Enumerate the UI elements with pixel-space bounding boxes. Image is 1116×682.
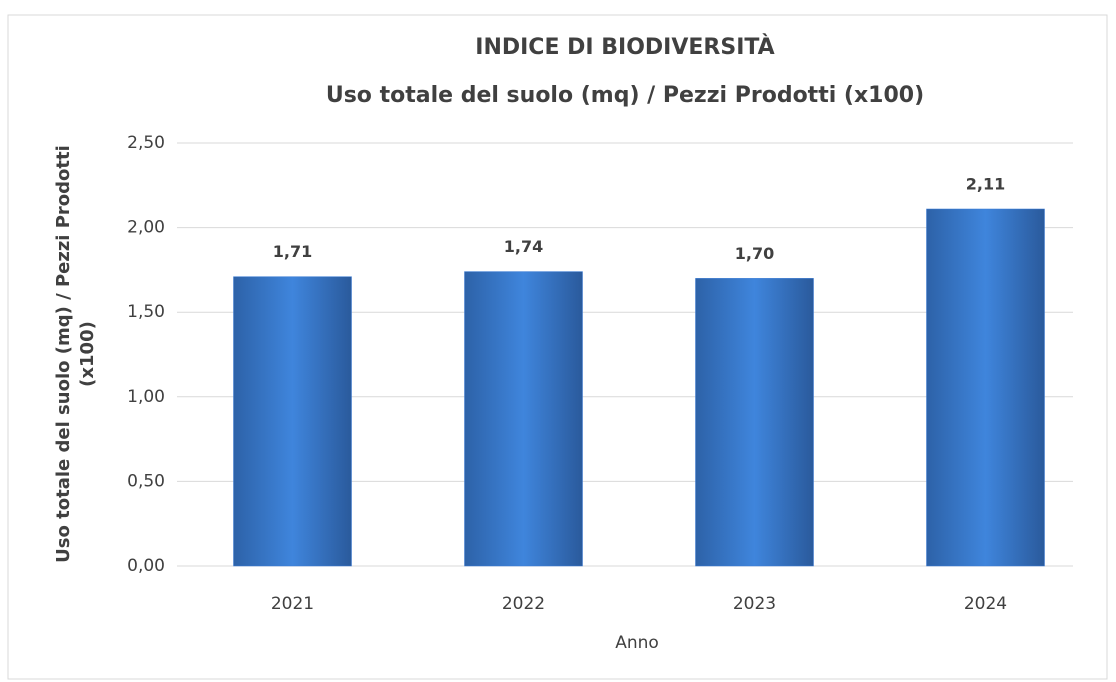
y-tick-label: 2,50 bbox=[127, 133, 165, 153]
data-label: 1,74 bbox=[504, 237, 543, 256]
data-label: 1,70 bbox=[735, 244, 774, 263]
bar bbox=[464, 271, 583, 567]
x-axis-label: Anno bbox=[615, 633, 659, 653]
bar bbox=[926, 208, 1045, 567]
bar bbox=[695, 278, 814, 567]
y-tick-label: 0,00 bbox=[127, 556, 165, 576]
y-tick-label: 1,50 bbox=[127, 302, 165, 322]
x-tick-label: 2024 bbox=[964, 594, 1007, 614]
y-tick-label: 0,50 bbox=[127, 471, 165, 491]
data-label: 2,11 bbox=[966, 174, 1005, 193]
y-axis-label: Uso totale del suolo (mq) / Pezzi Prodot… bbox=[53, 145, 74, 563]
y-tick-label: 2,00 bbox=[127, 218, 165, 238]
y-tick-label: 1,00 bbox=[127, 387, 165, 407]
y-axis-label: (x100) bbox=[77, 321, 98, 387]
data-label: 1,71 bbox=[273, 242, 312, 261]
x-tick-label: 2022 bbox=[502, 594, 545, 614]
chart-subtitle: Uso totale del suolo (mq) / Pezzi Prodot… bbox=[326, 83, 924, 108]
chart-title: INDICE DI BIODIVERSITÀ bbox=[475, 34, 774, 60]
x-tick-label: 2023 bbox=[733, 594, 776, 614]
x-tick-label: 2021 bbox=[271, 594, 314, 614]
bar bbox=[233, 276, 352, 567]
